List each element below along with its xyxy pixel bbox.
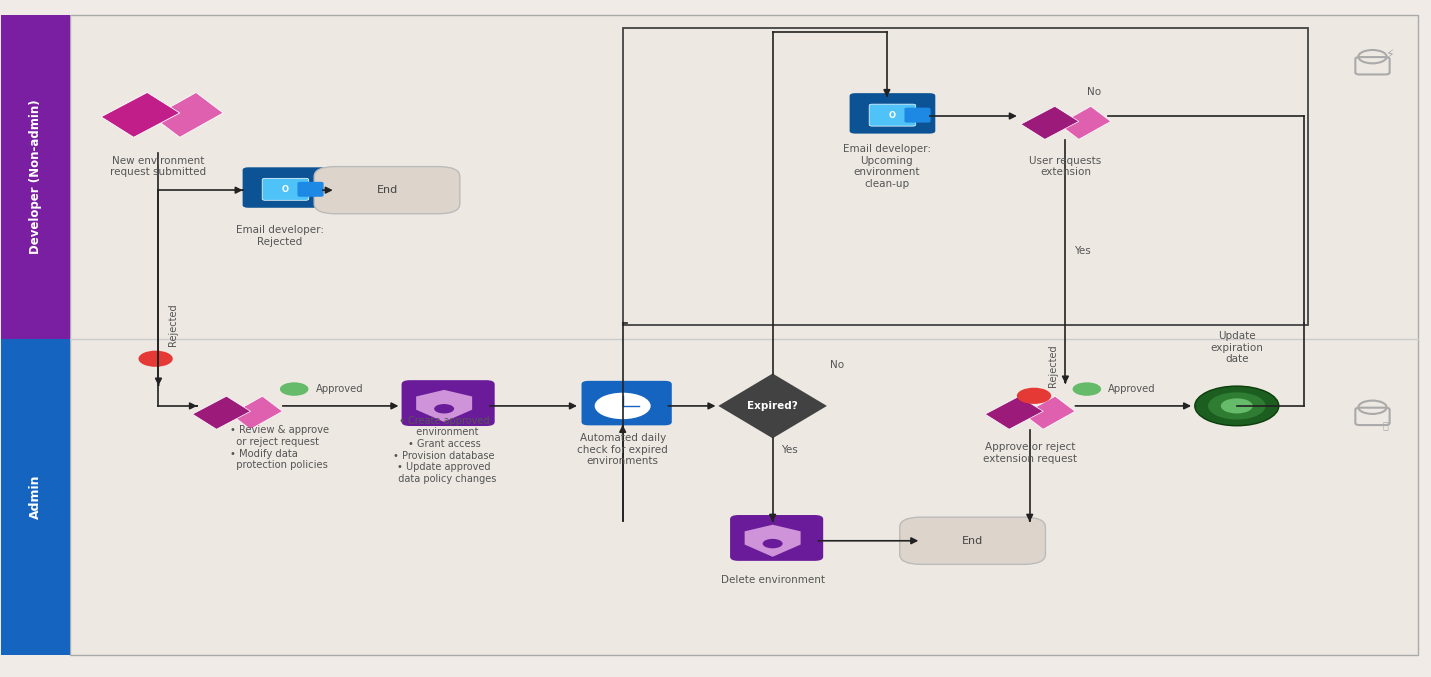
Text: Admin: Admin: [29, 475, 41, 519]
FancyBboxPatch shape: [904, 108, 930, 123]
Circle shape: [139, 351, 173, 367]
Text: No: No: [830, 360, 844, 370]
Text: End: End: [376, 185, 398, 195]
FancyBboxPatch shape: [581, 381, 671, 425]
Text: Yes: Yes: [1075, 246, 1090, 256]
FancyBboxPatch shape: [869, 104, 916, 126]
FancyBboxPatch shape: [730, 515, 823, 561]
Text: O: O: [282, 185, 289, 194]
Text: • Review & approve
  or reject request
• Modify data
  protection policies: • Review & approve or reject request • M…: [230, 425, 329, 470]
Text: Rejected: Rejected: [1047, 344, 1058, 387]
Polygon shape: [985, 396, 1043, 429]
Text: ⚡: ⚡: [1387, 48, 1395, 61]
Text: Email developer:
Upcoming
environment
clean-up: Email developer: Upcoming environment cl…: [843, 144, 932, 189]
Text: 🛡: 🛡: [1382, 420, 1388, 431]
Circle shape: [1073, 383, 1100, 396]
Polygon shape: [102, 93, 180, 137]
Text: Expired?: Expired?: [747, 401, 798, 411]
Polygon shape: [153, 93, 223, 137]
Polygon shape: [230, 396, 282, 429]
Polygon shape: [416, 390, 472, 422]
Text: Yes: Yes: [781, 445, 798, 455]
Polygon shape: [1023, 396, 1075, 429]
Circle shape: [1195, 386, 1279, 426]
Text: Approved: Approved: [316, 384, 363, 394]
Text: Delete environment: Delete environment: [721, 575, 824, 585]
Text: Developer (Non-admin): Developer (Non-admin): [29, 100, 41, 254]
Polygon shape: [193, 396, 250, 429]
Text: Automated daily
check for expired
environments: Automated daily check for expired enviro…: [577, 433, 668, 466]
Circle shape: [595, 393, 651, 419]
FancyBboxPatch shape: [315, 167, 459, 214]
FancyBboxPatch shape: [402, 380, 495, 426]
Polygon shape: [744, 525, 800, 556]
Polygon shape: [1059, 106, 1110, 139]
Text: • Create approved
  environment
• Grant access
• Provision database
• Update app: • Create approved environment • Grant ac…: [392, 416, 497, 484]
Text: Approve or reject
extension request: Approve or reject extension request: [983, 442, 1076, 464]
Text: New environment
request submitted: New environment request submitted: [110, 156, 206, 177]
Circle shape: [434, 404, 454, 414]
Text: O: O: [889, 110, 896, 120]
Circle shape: [1221, 398, 1252, 414]
FancyBboxPatch shape: [70, 338, 1418, 655]
Circle shape: [763, 539, 783, 548]
Text: Email developer:
Rejected: Email developer: Rejected: [236, 225, 323, 247]
FancyBboxPatch shape: [298, 182, 323, 197]
Polygon shape: [1020, 106, 1079, 139]
FancyBboxPatch shape: [243, 167, 328, 208]
Text: User requests
extension: User requests extension: [1029, 156, 1102, 177]
Text: No: No: [1088, 87, 1100, 97]
Text: Update
expiration
date: Update expiration date: [1211, 331, 1264, 364]
Text: End: End: [962, 536, 983, 546]
FancyBboxPatch shape: [850, 93, 936, 133]
FancyBboxPatch shape: [1, 15, 70, 338]
Circle shape: [1208, 393, 1265, 420]
Text: Rejected: Rejected: [167, 304, 177, 347]
Text: Approved: Approved: [1108, 384, 1156, 394]
FancyBboxPatch shape: [1, 338, 70, 655]
FancyBboxPatch shape: [900, 517, 1046, 565]
Polygon shape: [718, 374, 827, 438]
FancyBboxPatch shape: [262, 178, 309, 200]
Circle shape: [280, 383, 309, 396]
Circle shape: [1017, 388, 1052, 404]
FancyBboxPatch shape: [70, 15, 1418, 338]
